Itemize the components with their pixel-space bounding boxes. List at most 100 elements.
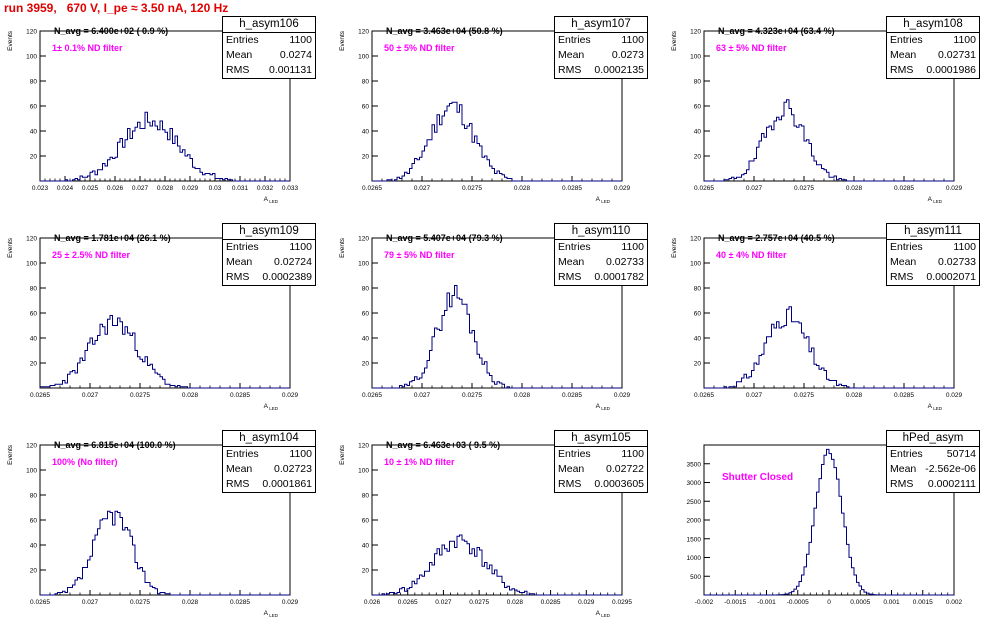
stats-title: h_asym108: [887, 17, 979, 33]
x-tick-label: 0.0285: [230, 599, 250, 606]
stats-title: h_asym110: [555, 224, 647, 240]
stats-entries-value: 1100: [621, 448, 644, 460]
y-tick-label: 80: [30, 79, 38, 86]
x-tick-label: 0.029: [614, 185, 631, 192]
stats-entries-value: 50714: [946, 448, 976, 460]
y-tick-label: 40: [694, 336, 702, 343]
stats-title: h_asym105: [555, 431, 647, 447]
histogram-bars: [39, 315, 290, 389]
x-tick-label: 0.027: [746, 392, 763, 399]
x-tick-label: 0.029: [614, 392, 631, 399]
x-tick-label: 0.001: [883, 599, 900, 606]
filter-label: 25 ± 2.5% ND filter: [52, 250, 130, 260]
y-tick-label: 40: [30, 129, 38, 136]
stats-entries-label: Entries: [890, 448, 923, 460]
histogram-svg: 0.0265 0.027 0.0275 0.028 0.0285 0.029 20 40 60 8…: [7, 236, 299, 412]
x-tick-label: 0.028: [157, 185, 174, 192]
y-axis-label: Events: [671, 237, 678, 258]
x-tick-label: 0.029: [946, 392, 963, 399]
filter-label: 50 ± 5% ND filter: [384, 43, 455, 53]
stats-entries-row: Entries 1100: [555, 240, 647, 255]
y-tick-label: 60: [694, 104, 702, 111]
y-tick-label: 120: [690, 29, 701, 36]
n-avg-annotation: N_avg = 1.781e+04 (26.1 %): [54, 233, 171, 243]
x-tick-label: 0.027: [435, 599, 452, 606]
x-axis-label: A LED: [596, 403, 611, 411]
y-tick-label: 100: [358, 468, 369, 475]
x-tick-label: 0.031: [232, 185, 249, 192]
histogram-panel-h_asym104: 0.0265 0.027 0.0275 0.028 0.0285 0.029 20 40 60 8…: [0, 430, 330, 637]
y-tick-label: 60: [362, 311, 370, 318]
x-tick-label: 0.0275: [794, 392, 814, 399]
histogram-bars: [372, 285, 622, 389]
stats-mean-value: 0.02733: [606, 256, 644, 268]
x-tick-label: 0.028: [182, 599, 199, 606]
stats-rms-row: RMS 0.0002135: [555, 63, 647, 78]
stats-entries-row: Entries 50714: [887, 447, 979, 462]
stats-rms-label: RMS: [226, 478, 250, 490]
n-avg-annotation: N_avg = 6.400e+02 ( 0.9 %): [54, 26, 169, 36]
stats-entries-value: 1100: [621, 241, 644, 253]
y-tick-label: 60: [362, 104, 370, 111]
histogram-panel-h_asym109: 0.0265 0.027 0.0275 0.028 0.0285 0.029 20 40 60 8…: [0, 223, 330, 430]
y-axis-label: Events: [339, 237, 346, 258]
histogram-bars: [704, 306, 954, 389]
x-axis-label: A LED: [928, 403, 943, 411]
x-tick-label: 0: [827, 599, 831, 606]
y-tick-label: 40: [30, 336, 38, 343]
x-axis-label: A LED: [596, 196, 611, 204]
stats-mean-label: Mean: [558, 463, 585, 475]
y-tick-label: 100: [358, 54, 369, 61]
stats-entries-label: Entries: [226, 241, 259, 253]
y-tick-label: 20: [362, 154, 370, 161]
stats-mean-value: 0.02731: [938, 49, 976, 61]
y-tick-label: 120: [690, 236, 701, 243]
histogram-bars: [704, 448, 954, 596]
histogram-panel-h_asym107: 0.0265 0.027 0.0275 0.028 0.0285 0.029 20 40 60 8…: [332, 16, 662, 223]
y-tick-label: 100: [26, 468, 37, 475]
stats-mean-label: Mean: [226, 49, 253, 61]
x-tick-label: 0.029: [182, 185, 199, 192]
stats-title: hPed_asym: [887, 431, 979, 447]
y-tick-label: 1000: [687, 555, 702, 562]
y-tick-label: 120: [26, 236, 37, 243]
stats-box: h_asym106 Entries 1100 Mean 0.0274 RMS 0.00113…: [222, 16, 316, 79]
filter-label: 100% (No filter): [52, 457, 118, 467]
stats-entries-label: Entries: [558, 34, 591, 46]
y-tick-label: 40: [362, 543, 370, 550]
stats-title: h_asym111: [887, 224, 979, 240]
stats-mean-row: Mean 0.02733: [555, 255, 647, 270]
histogram-panel-h_asym108: 0.0265 0.027 0.0275 0.028 0.0285 0.029 20 40 60 8…: [664, 16, 994, 223]
x-tick-label: 0.03: [209, 185, 222, 192]
stats-entries-row: Entries 1100: [223, 33, 315, 48]
stats-mean-value: 0.02724: [274, 256, 312, 268]
histogram-bars: [704, 99, 954, 182]
x-tick-label: 0.023: [32, 185, 49, 192]
y-tick-label: 100: [690, 261, 701, 268]
stats-rms-label: RMS: [558, 64, 582, 76]
stats-rms-row: RMS 0.0001986: [887, 63, 979, 78]
y-tick-label: 100: [26, 261, 37, 268]
y-tick-label: 80: [30, 493, 38, 500]
x-tick-label: 0.0265: [362, 185, 382, 192]
x-tick-label: 0.028: [507, 599, 524, 606]
stats-box: h_asym108 Entries 1100 Mean 0.02731 RMS 0.0001…: [886, 16, 980, 79]
stats-title: h_asym104: [223, 431, 315, 447]
stats-entries-label: Entries: [890, 241, 923, 253]
y-tick-label: 2000: [687, 518, 702, 525]
stats-mean-row: Mean 0.02733: [887, 255, 979, 270]
x-tick-label: 0.0015: [913, 599, 933, 606]
x-tick-label: 0.027: [414, 392, 431, 399]
y-tick-label: 80: [362, 493, 370, 500]
n-avg-annotation: N_avg = 2.757e+04 (40.5 %): [718, 233, 835, 243]
x-tick-label: 0.0285: [894, 185, 914, 192]
stats-rms-value: 0.0002389: [262, 271, 312, 283]
x-axis-label: A LED: [264, 610, 279, 618]
stats-box: h_asym104 Entries 1100 Mean 0.02723 RMS 0.0001…: [222, 430, 316, 493]
stats-mean-value: 0.0274: [279, 49, 312, 61]
y-tick-label: 20: [694, 154, 702, 161]
x-tick-label: 0.028: [514, 185, 531, 192]
stats-entries-row: Entries 1100: [555, 33, 647, 48]
stats-entries-row: Entries 1100: [223, 240, 315, 255]
stats-entries-value: 1100: [953, 241, 976, 253]
